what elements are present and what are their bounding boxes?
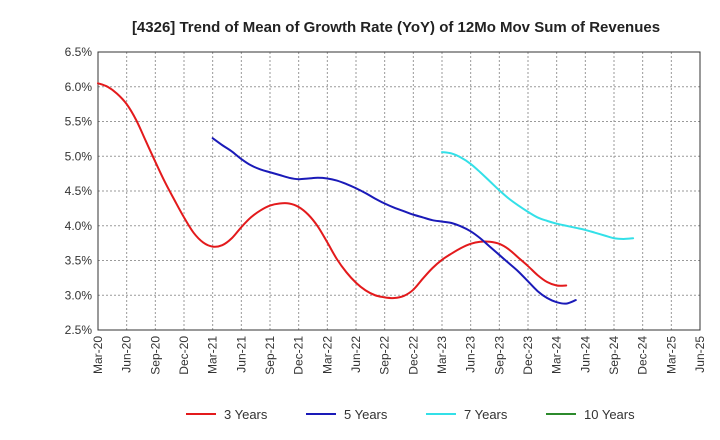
plot-area (97, 51, 701, 331)
y-tick-label: 3.5% (65, 254, 93, 268)
x-tick-label: Jun-24 (578, 336, 592, 373)
y-tick-label: 4.5% (65, 184, 93, 198)
y-tick-label: 4.0% (65, 219, 93, 233)
x-tick-label: Mar-22 (320, 336, 334, 374)
x-tick-label: Mar-23 (435, 336, 449, 374)
legend-label: 3 Years (224, 407, 268, 422)
x-tick-label: Dec-22 (406, 336, 420, 375)
x-tick-label: Dec-23 (521, 336, 535, 375)
legend-item-10-years: 10 Years (546, 407, 635, 422)
x-tick-label: Mar-21 (206, 336, 220, 374)
x-tick-label: Sep-24 (607, 336, 621, 375)
x-tick-label: Jun-20 (120, 336, 134, 373)
series-line-5-years (211, 137, 577, 305)
x-tick-label: Dec-20 (177, 336, 191, 375)
legend-label: 5 Years (344, 407, 388, 422)
y-tick-label: 2.5% (65, 323, 93, 337)
legend-label: 10 Years (584, 407, 635, 422)
x-tick-label: Jun-22 (349, 336, 363, 373)
grid (98, 52, 700, 330)
series-lines (97, 82, 635, 305)
y-tick-label: 6.0% (65, 80, 93, 94)
x-tick-label: Sep-22 (378, 336, 392, 375)
x-tick-label: Jun-21 (234, 336, 248, 373)
x-tick-label: Sep-23 (492, 336, 506, 375)
legend-item-3-years: 3 Years (186, 407, 268, 422)
chart-title: [4326] Trend of Mean of Growth Rate (YoY… (132, 19, 660, 36)
legend-label: 7 Years (464, 407, 508, 422)
y-tick-label: 5.0% (65, 149, 93, 163)
legend: 3 Years 5 Years 7 Years 10 Years (186, 407, 635, 422)
legend-item-5-years: 5 Years (306, 407, 388, 422)
y-tick-label: 3.0% (65, 288, 93, 302)
x-tick-label: Sep-20 (148, 336, 162, 375)
y-tick-label: 6.5% (65, 45, 93, 59)
x-axis: Mar-20 Jun-20 Sep-20 Dec-20 Mar-21 Jun-21 Sep-… (91, 336, 707, 375)
x-tick-label: Dec-21 (292, 336, 306, 375)
series-line-7-years (441, 151, 635, 240)
series-line-3-years (97, 82, 568, 300)
y-tick-label: 5.5% (65, 115, 93, 129)
x-tick-label: Mar-24 (550, 336, 564, 374)
x-tick-label: Mar-20 (91, 336, 105, 374)
x-tick-label: Jun-25 (693, 336, 707, 373)
x-tick-label: Dec-24 (636, 336, 650, 375)
legend-item-7-years: 7 Years (426, 407, 508, 422)
x-tick-label: Mar-25 (664, 336, 678, 374)
y-axis: 2.5% 3.0% 3.5% 4.0% 4.5% 5.0% 5.5% 6.0% 6.5% (65, 45, 93, 337)
x-tick-label: Sep-21 (263, 336, 277, 375)
x-tick-label: Jun-23 (464, 336, 478, 373)
